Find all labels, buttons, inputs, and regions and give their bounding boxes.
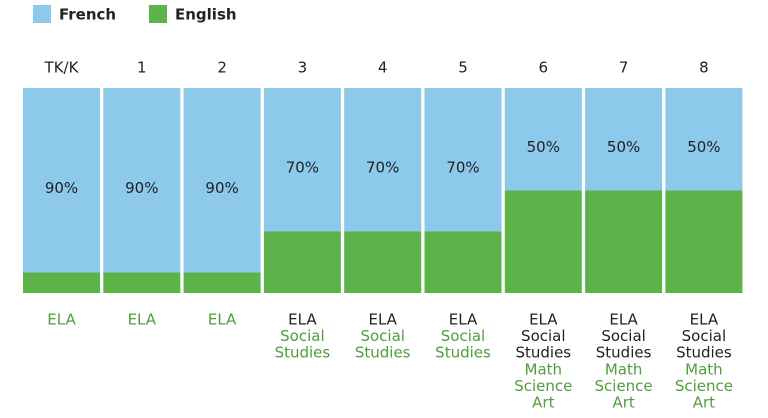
subject-label: Math bbox=[605, 360, 643, 378]
subject-label: Social bbox=[360, 327, 404, 345]
subject-label: Studies bbox=[596, 344, 652, 362]
bar-segment bbox=[103, 88, 181, 273]
x-tick-label: 7 bbox=[619, 59, 629, 77]
value-label: 50% bbox=[687, 138, 720, 156]
bar-segment bbox=[23, 88, 100, 273]
subject-label: Social bbox=[682, 327, 726, 345]
x-tick-label: 5 bbox=[458, 59, 468, 77]
x-tick-label: TK/K bbox=[44, 59, 80, 77]
bar-segment bbox=[23, 272, 100, 293]
bar-segment bbox=[183, 88, 261, 273]
x-tick-label: 4 bbox=[378, 59, 388, 77]
bar-segment bbox=[504, 190, 582, 293]
x-tick-label: 6 bbox=[539, 59, 549, 77]
subject-label: ELA bbox=[288, 311, 317, 329]
subject-label: Social bbox=[601, 327, 645, 345]
subject-label: Studies bbox=[676, 344, 732, 362]
subject-label: ELA bbox=[449, 311, 478, 329]
bar-segment bbox=[665, 88, 743, 191]
bar-segment bbox=[504, 88, 582, 191]
bar-segment bbox=[585, 88, 663, 191]
bar-segment bbox=[263, 88, 341, 232]
bar-segment bbox=[103, 272, 181, 293]
bar-segment bbox=[344, 231, 422, 293]
legend-label: English bbox=[175, 6, 237, 24]
value-label: 70% bbox=[286, 158, 319, 176]
legend-swatch bbox=[33, 5, 51, 23]
subject-label: Social bbox=[441, 327, 485, 345]
legend-swatch bbox=[149, 5, 167, 23]
subject-label: ELA bbox=[368, 311, 397, 329]
subject-label: ELA bbox=[609, 311, 638, 329]
subject-label: Art bbox=[693, 394, 715, 412]
subject-label: ELA bbox=[128, 311, 157, 329]
subject-label: ELA bbox=[208, 311, 237, 329]
bar-segment bbox=[344, 88, 422, 232]
bar-segment bbox=[263, 231, 341, 293]
subject-label: ELA bbox=[529, 311, 558, 329]
subject-label: Science bbox=[595, 377, 653, 395]
subject-label: Studies bbox=[275, 344, 331, 362]
subject-label: Art bbox=[532, 394, 554, 412]
bar-segment bbox=[424, 231, 502, 293]
bar-segment bbox=[183, 272, 261, 293]
bar-segment bbox=[665, 190, 743, 293]
value-label: 50% bbox=[527, 138, 560, 156]
x-tick-label: 2 bbox=[217, 59, 227, 77]
subject-label: ELA bbox=[690, 311, 719, 329]
x-tick-label: 3 bbox=[298, 59, 308, 77]
subject-label: Social bbox=[280, 327, 324, 345]
bar-segment bbox=[424, 88, 502, 232]
value-label: 70% bbox=[446, 158, 479, 176]
subject-label: Art bbox=[612, 394, 634, 412]
x-tick-label: 8 bbox=[699, 59, 709, 77]
x-tick-label: 1 bbox=[137, 59, 147, 77]
subject-label: Science bbox=[514, 377, 572, 395]
value-label: 90% bbox=[45, 179, 78, 197]
subject-label: Science bbox=[675, 377, 733, 395]
subject-label: Studies bbox=[355, 344, 411, 362]
subject-label: Math bbox=[525, 360, 563, 378]
legend-label: French bbox=[59, 6, 116, 24]
subject-label: Math bbox=[685, 360, 723, 378]
subject-label: ELA bbox=[47, 311, 76, 329]
value-label: 50% bbox=[607, 138, 640, 156]
value-label: 90% bbox=[125, 179, 158, 197]
subject-label: Studies bbox=[435, 344, 491, 362]
subject-label: Studies bbox=[515, 344, 571, 362]
subject-label: Social bbox=[521, 327, 565, 345]
value-label: 70% bbox=[366, 158, 399, 176]
bar-segment bbox=[585, 190, 663, 293]
value-label: 90% bbox=[205, 179, 238, 197]
